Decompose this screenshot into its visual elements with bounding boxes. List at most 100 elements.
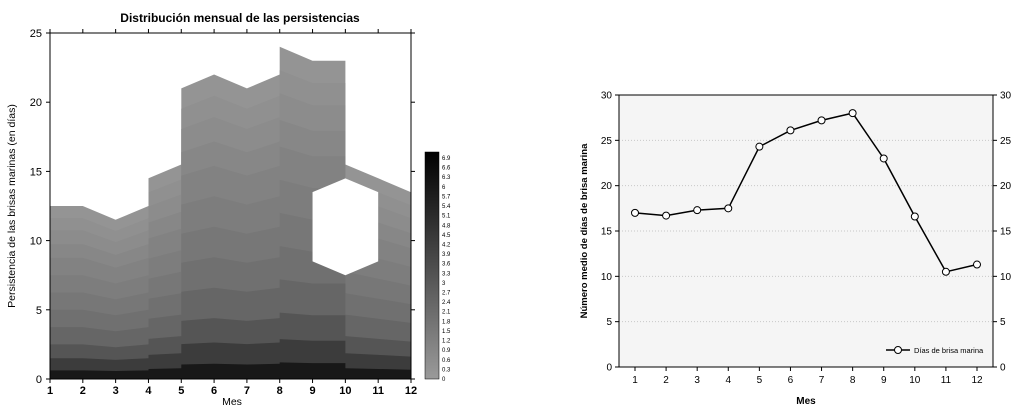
colorbar-label: 6 <box>442 185 446 191</box>
contour-band <box>50 362 411 379</box>
heatmap-x-tick-label: 7 <box>244 385 250 397</box>
heatmap-x-tick-label: 1 <box>47 385 53 397</box>
line-x-tick-label: 11 <box>941 375 952 386</box>
heatmap-x-tick-label: 9 <box>309 385 315 397</box>
data-point <box>662 211 671 220</box>
heatmap-x-tick-label: 4 <box>145 385 152 397</box>
line-x-tick-label: 9 <box>881 375 887 386</box>
line-y-tick-label: 20 <box>601 181 613 192</box>
line-x-tick-label: 5 <box>757 375 763 386</box>
colorbar-label: 0.6 <box>442 358 451 364</box>
heatmap-y-tick-label: 25 <box>30 28 42 40</box>
line-x-tick-label: 3 <box>694 375 700 386</box>
line-series <box>631 109 981 276</box>
line-y-tick-label: 25 <box>601 136 613 147</box>
heatmap-x-tick-label: 10 <box>339 385 351 397</box>
colorbar-label: 4.8 <box>442 223 451 229</box>
heatmap-x-tick-label: 11 <box>372 385 384 397</box>
data-point <box>755 142 764 151</box>
line-y-tick-label: 0 <box>606 363 612 374</box>
colorbar-label: 3 <box>442 281 446 287</box>
line-y-tick-label-right: 0 <box>1000 363 1006 374</box>
data-point <box>973 260 981 269</box>
heatmap-colorbar: 6.9 6.6 6.3 6 5.7 5.4 5.1 4.8 4.5 4.2 3.9 3.6 3.3 3 2.… <box>424 151 451 383</box>
legend-label: Días de brisa marina <box>914 346 984 355</box>
line-x-tick-label: 1 <box>632 375 638 386</box>
line-x-tick-label: 12 <box>971 375 983 386</box>
line-y-tick-label-right: 15 <box>1000 227 1012 238</box>
heatmap-y-tick-label: 15 <box>30 166 42 178</box>
line-x-tick-label: 10 <box>909 375 921 386</box>
colorbar-label: 3.3 <box>442 271 451 277</box>
colorbar-label: 1.8 <box>442 319 451 325</box>
colorbar-label: 0.3 <box>442 367 451 373</box>
line-y-tick-label: 30 <box>601 91 613 102</box>
heatmap-plot-frame <box>49 32 412 380</box>
colorbar-label: 5.1 <box>442 214 451 220</box>
colorbar-label: 6.3 <box>442 175 451 181</box>
colorbar-label: 1.5 <box>442 329 451 335</box>
colorbar-label: 2.4 <box>442 300 451 306</box>
contour-void <box>312 178 379 276</box>
heatmap-y-tick-label: 0 <box>36 374 42 386</box>
line-gridlines <box>619 139 993 323</box>
data-point <box>724 204 733 213</box>
colorbar-label: 5.4 <box>442 204 451 210</box>
line-y-tick-label-right: 30 <box>1000 91 1012 102</box>
line-y-tick-label-right: 25 <box>1000 136 1012 147</box>
heatmap-x-tick-label: 3 <box>113 385 119 397</box>
heatmap-y-tick-label: 5 <box>36 305 42 317</box>
colorbar-label: 2.7 <box>442 291 451 297</box>
colorbar-label: 4.2 <box>442 242 451 248</box>
persistence-contour-chart: Distribución mensual de las persistencia… <box>6 11 451 408</box>
heatmap-x-tick-label: 12 <box>405 385 417 397</box>
colorbar-bar <box>424 151 440 380</box>
line-y-tick-label: 10 <box>601 272 613 283</box>
line-x-tick-label: 4 <box>725 375 731 386</box>
line-y-tick-label-right: 10 <box>1000 272 1012 283</box>
data-point <box>848 109 857 118</box>
line-x-axis-label: Mes <box>796 396 816 407</box>
heatmap-x-axis-label: Mes <box>222 396 242 408</box>
data-point <box>879 154 888 163</box>
heatmap-x-tick-label: 6 <box>211 385 217 397</box>
heatmap-x-tick-label: 5 <box>178 385 184 397</box>
line-legend: Días de brisa marina <box>886 346 984 355</box>
line-x-tick-label: 2 <box>663 375 669 386</box>
colorbar-label: 2.1 <box>442 310 451 316</box>
line-x-tick-label: 8 <box>850 375 856 386</box>
colorbar-label: 0 <box>442 377 446 383</box>
colorbar-label: 3.6 <box>442 262 451 268</box>
line-y-tick-label-right: 20 <box>1000 181 1012 192</box>
heatmap-y-axis-label: Persistencia de las brisas marinas (en d… <box>6 104 18 308</box>
line-x-tick-label: 6 <box>788 375 794 386</box>
line-y-tick-label: 5 <box>606 317 612 328</box>
colorbar-label: 6.6 <box>442 166 451 172</box>
data-point <box>631 208 639 217</box>
heatmap-x-tick-label: 8 <box>277 385 283 397</box>
colorbar-label: 4.5 <box>442 233 451 239</box>
line-x-tick-label: 7 <box>819 375 825 386</box>
data-point <box>693 206 702 215</box>
line-y-tick-label: 15 <box>601 227 613 238</box>
heatmap-title: Distribución mensual de las persistencia… <box>120 11 360 25</box>
data-point <box>817 116 826 125</box>
line-y-axis-label: Número medio de días de brisa marina <box>579 143 590 318</box>
data-point <box>786 126 795 135</box>
line-y-tick-label-right: 5 <box>1000 317 1006 328</box>
colorbar-label: 0.9 <box>442 348 451 354</box>
colorbar-label: 1.2 <box>442 339 451 345</box>
heatmap-y-tick-label: 20 <box>30 97 42 109</box>
colorbar-label: 3.9 <box>442 252 451 258</box>
heatmap-y-tick-label: 10 <box>30 236 42 248</box>
heatmap-contour-fill <box>50 46 411 380</box>
series-line <box>634 112 978 273</box>
colorbar-label: 5.7 <box>442 194 451 200</box>
data-point <box>910 212 919 221</box>
heatmap-x-tick-label: 2 <box>80 385 86 397</box>
data-point <box>941 267 950 276</box>
